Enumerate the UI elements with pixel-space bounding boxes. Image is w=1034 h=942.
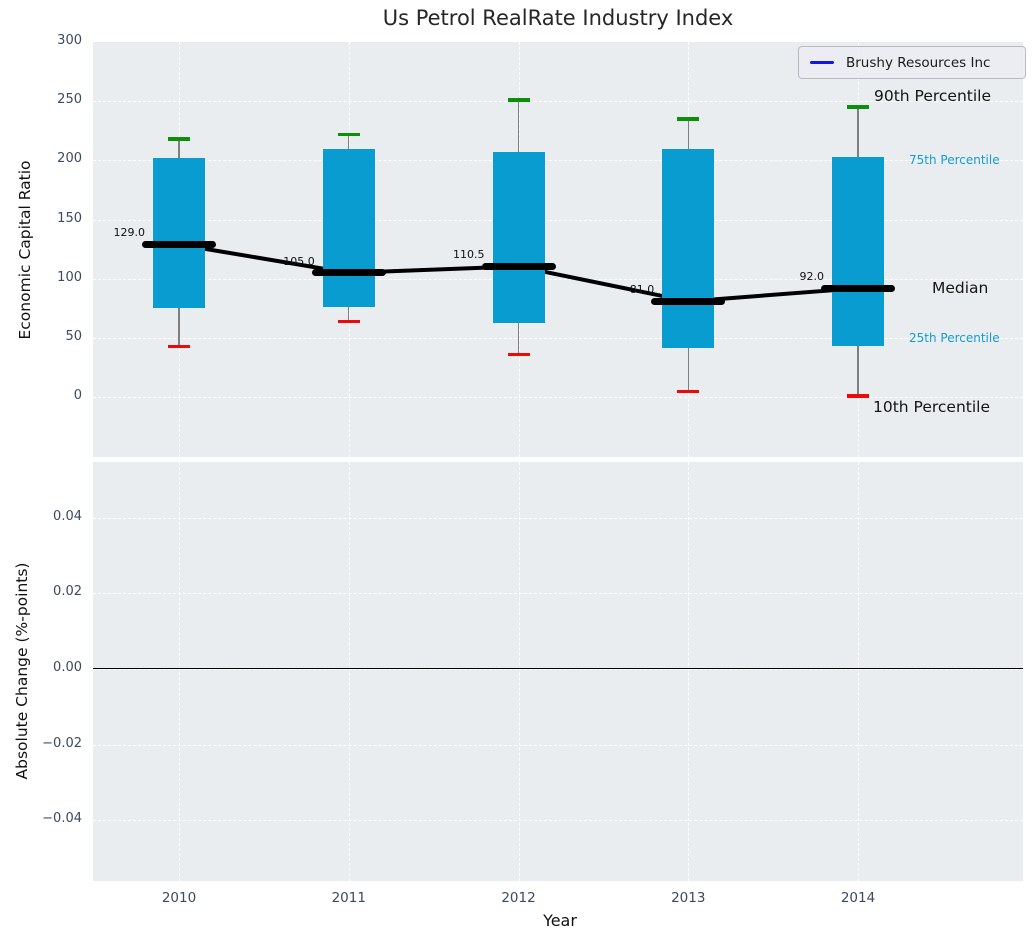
gridline-v	[179, 462, 180, 881]
median-value-label-2011: 105.0	[283, 254, 315, 268]
bottom-y-tick-label: 0.04	[53, 508, 82, 524]
top-y-tick-label: 300	[57, 33, 82, 48]
label-median: Median	[932, 279, 989, 297]
gridline-v	[518, 462, 520, 881]
p90-cap-2011	[337, 132, 360, 137]
top-y-tick-label: 50	[65, 329, 82, 345]
top-y-axis-label: Economic Capital Ratio	[16, 160, 34, 340]
gridline-h	[93, 593, 1023, 595]
median-marker-2012	[481, 262, 556, 270]
x-tick-label-2011: 2011	[331, 890, 366, 906]
gridline-v	[348, 462, 350, 881]
top-y-tick-label: 100	[57, 269, 82, 285]
gridline-v	[688, 462, 690, 881]
bottom-y-tick-label: 0.02	[53, 584, 82, 600]
gridline-h	[93, 397, 1023, 399]
gridline-h	[93, 669, 1023, 670]
bottom-y-tick-label: −0.04	[42, 811, 82, 827]
median-value-label-2010: 129.0	[113, 226, 146, 240]
zero-reference-line	[93, 668, 1023, 669]
gridline-h	[93, 160, 1023, 162]
bottom-panel	[93, 462, 1023, 881]
p90-cap-2013	[677, 117, 700, 121]
iqr-box-2010	[153, 158, 205, 309]
median-value-label-2014: 92.0	[799, 270, 825, 284]
iqr-box-2011	[322, 148, 375, 308]
label-90th-percentile: 90th Percentile	[874, 87, 992, 105]
p90-cap-2012	[507, 98, 530, 102]
bottom-y-tick-label: −0.02	[42, 735, 82, 751]
p90-cap-2014	[847, 105, 869, 109]
x-tick-label-2014: 2014	[840, 890, 876, 906]
x-tick-label-2010: 2010	[161, 890, 197, 906]
x-tick-label-2012: 2012	[501, 890, 536, 906]
p10-cap-2014	[847, 394, 869, 398]
legend: Brushy Resources Inc	[798, 46, 1026, 79]
median-marker-2013	[651, 297, 726, 305]
legend-line-swatch	[810, 61, 834, 64]
top-y-tick-label: 250	[57, 92, 82, 108]
gridline-h	[93, 338, 1023, 340]
p90-cap-2010	[168, 137, 190, 141]
x-axis-label: Year	[543, 911, 577, 930]
gridline-h	[93, 517, 1023, 519]
median-value-label-2012: 110.5	[453, 248, 485, 262]
median-marker-2014	[821, 284, 895, 292]
label-10th-percentile: 10th Percentile	[873, 398, 991, 416]
median-marker-2010	[142, 240, 216, 248]
label-25th-percentile: 25th Percentile	[909, 331, 1000, 345]
top-y-tick-label: 0	[73, 388, 82, 404]
median-value-label-2013: 81.0	[629, 283, 655, 297]
gridline-h	[93, 744, 1023, 746]
gridline-h	[93, 101, 1023, 103]
gridline-v	[858, 462, 859, 881]
gridline-h	[93, 219, 1023, 221]
median-marker-2011	[311, 269, 386, 277]
chart-title: Us Petrol RealRate Industry Index	[382, 6, 734, 30]
label-75th-percentile: 75th Percentile	[909, 153, 1000, 167]
iqr-box-2013	[662, 148, 715, 348]
bottom-y-tick-label: 0.00	[53, 660, 82, 675]
top-y-tick-label: 200	[57, 151, 82, 167]
p10-cap-2011	[337, 319, 360, 324]
iqr-box-2012	[492, 152, 545, 323]
p10-cap-2010	[168, 344, 190, 349]
p10-cap-2013	[677, 389, 700, 394]
x-tick-label-2013: 2013	[671, 890, 706, 906]
p10-cap-2012	[507, 352, 530, 357]
legend-label: Brushy Resources Inc	[846, 54, 991, 71]
iqr-box-2014	[832, 156, 884, 347]
top-y-tick-label: 150	[57, 210, 82, 226]
gridline-h	[93, 820, 1023, 822]
